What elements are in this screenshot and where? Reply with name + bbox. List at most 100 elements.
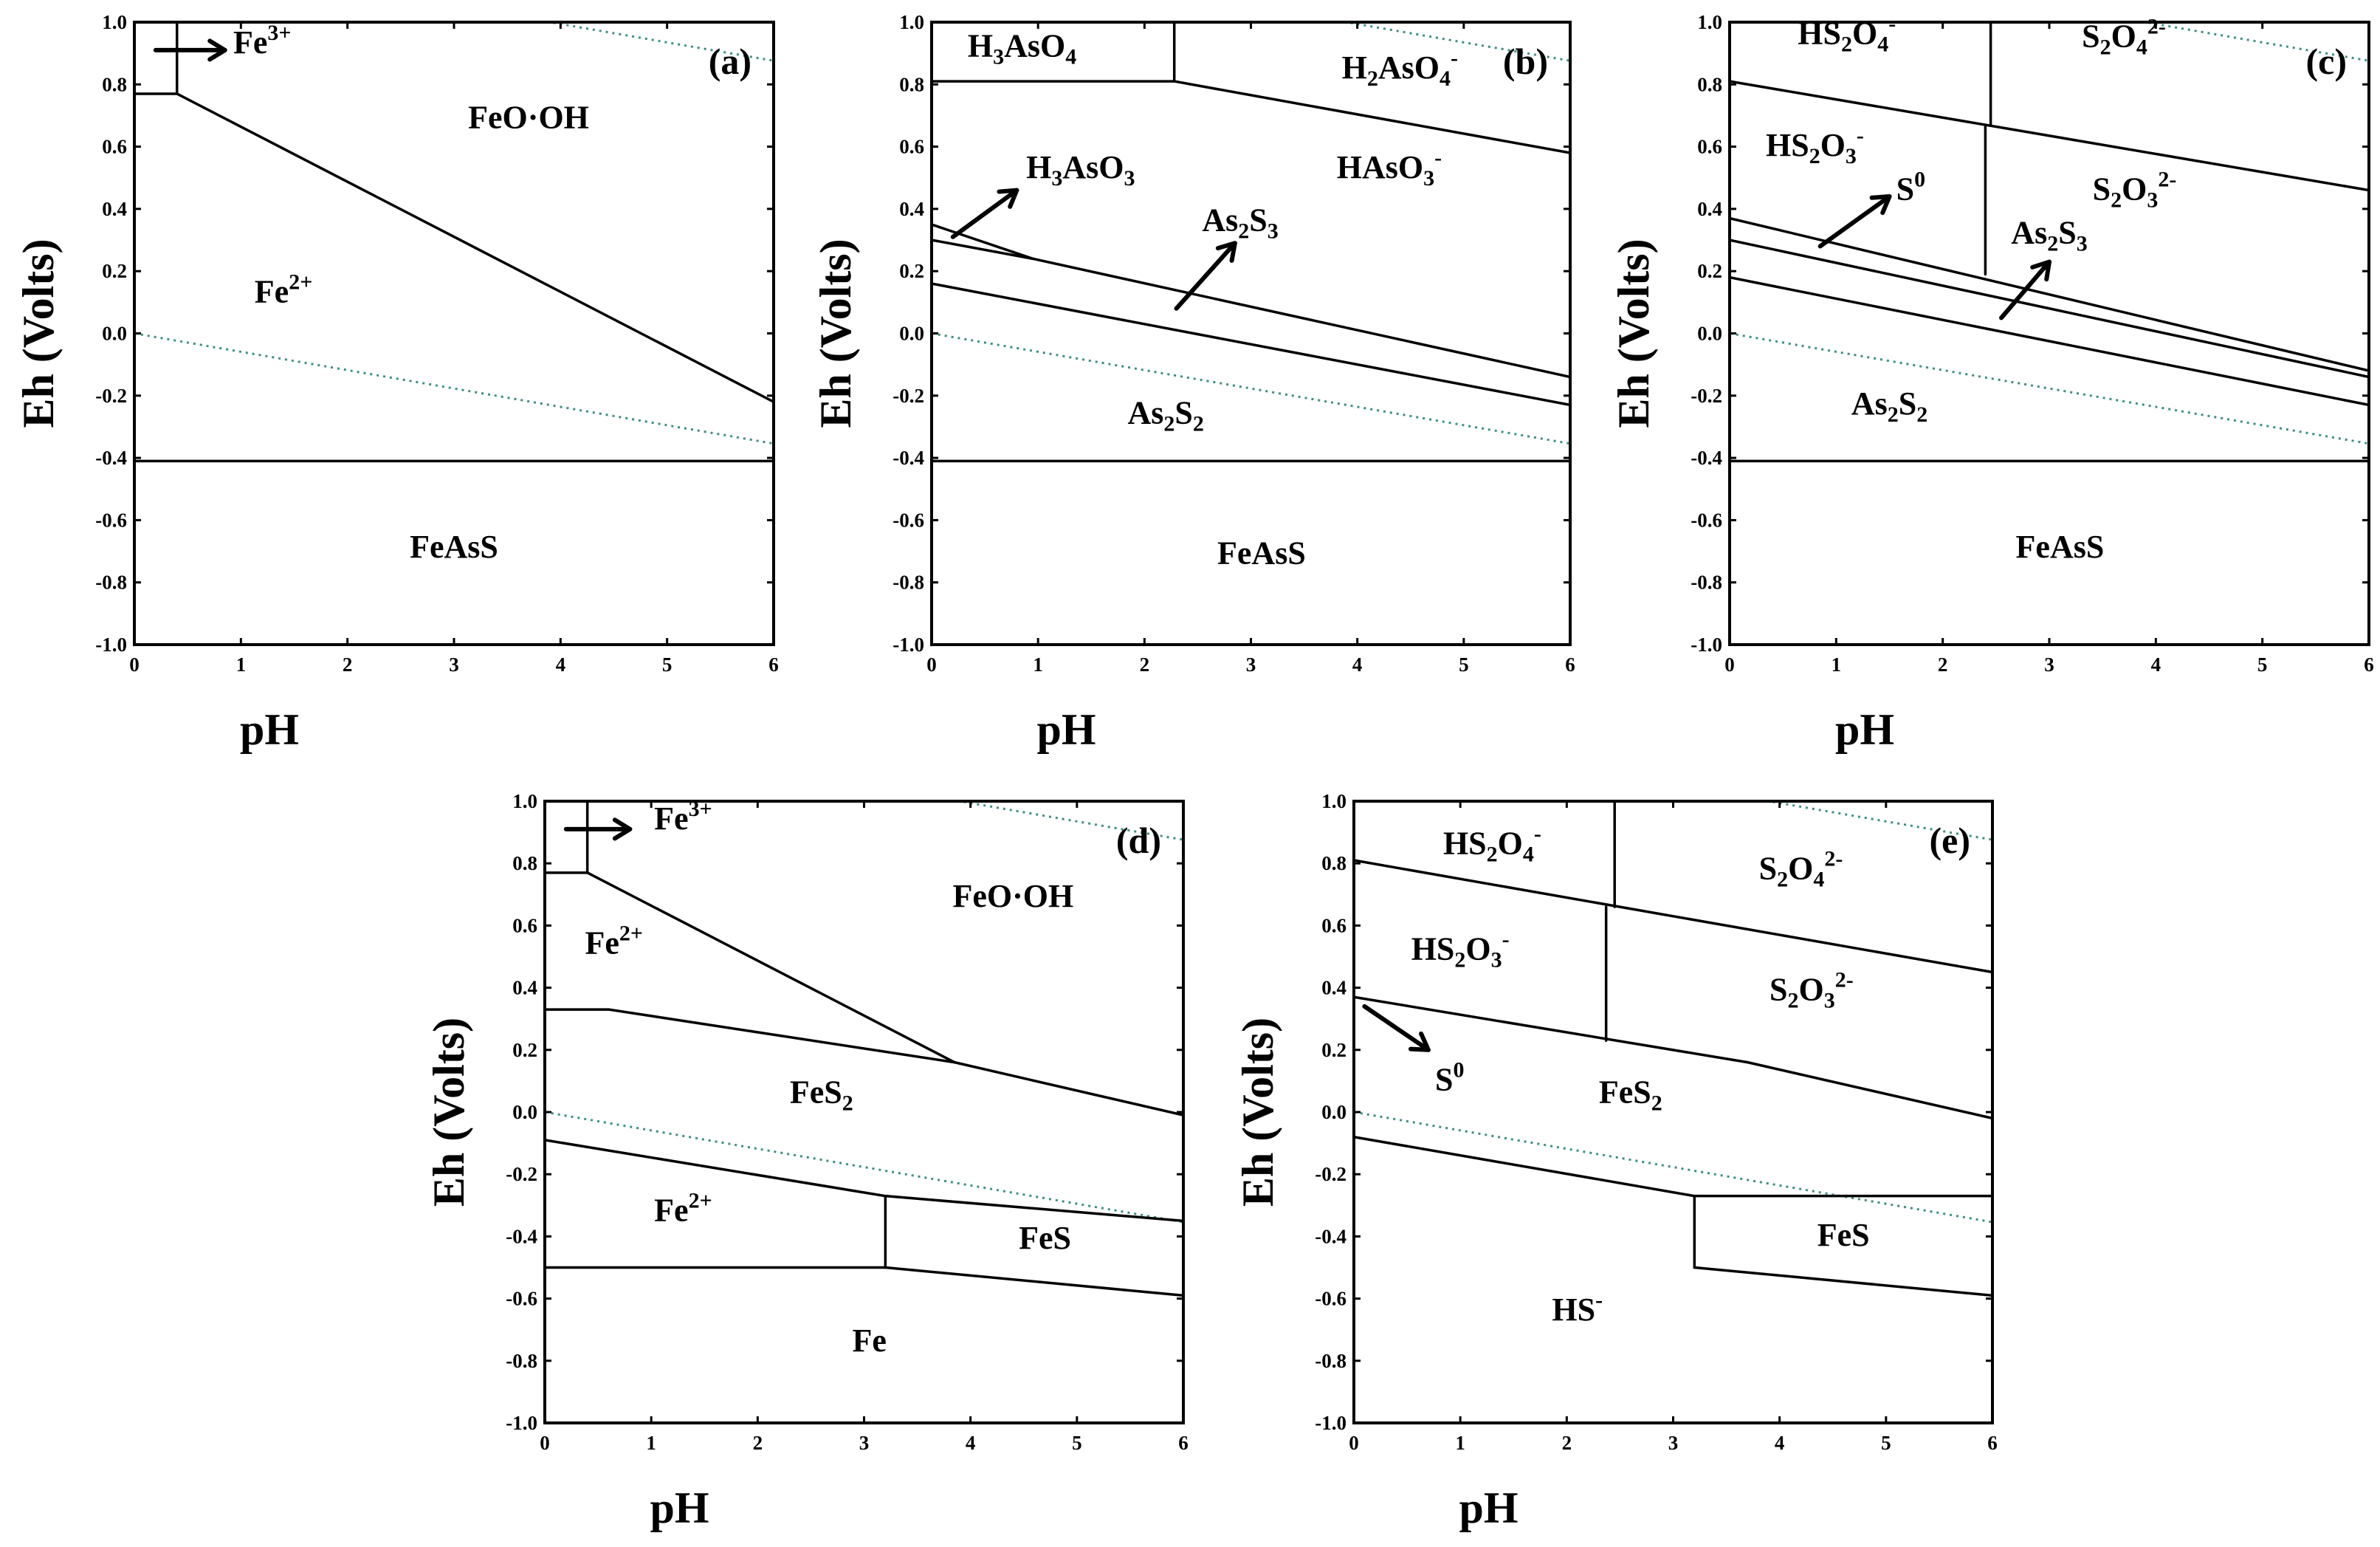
phase-boundary [1730,80,2369,192]
formula-superscript: - [1595,1288,1603,1312]
phase-boundary [1354,1135,1696,1198]
formula-part: O [1498,826,1523,862]
formula-part: S [1769,971,1787,1007]
arrow-head [207,38,227,62]
y-tick-label: 0.8 [102,73,127,95]
formula-subscript: 2 [1916,402,1927,427]
y-tick-label: 0.0 [512,1101,537,1123]
formula-superscript: - [1451,46,1458,70]
x-tick-label: 5 [2257,654,2268,676]
formula-part: HS [1411,931,1455,967]
formula-subscript: 4 [2136,35,2147,60]
y-tick-label: -0.4 [1315,1225,1347,1247]
formula-subscript: 4 [1877,32,1888,57]
region-label: As2S3 [2011,214,2087,255]
region-label: Fe [853,1323,887,1359]
formula-subscript: 4 [1065,44,1076,69]
y-tick-label: 0.0 [1321,1101,1347,1123]
formula-subscript: 3 [993,44,1004,69]
x-tick-label: 6 [768,654,779,676]
region-label: FeO·OH [468,99,589,135]
phase-boundary [884,1266,1183,1297]
formula-part: HS [1766,127,1809,163]
x-axis-label: pH [1835,705,1894,754]
formula-subscript: 2 [1841,32,1852,57]
formula-part: O [2122,171,2147,207]
formula-part: Fe [853,1323,887,1359]
formula-part: H [1026,149,1051,185]
x-tick-label: 1 [236,654,247,676]
y-tick-label: -0.6 [1315,1288,1347,1310]
phase-boundary [1730,216,2369,372]
panel-label: (c) [2306,41,2348,82]
formula-part: Fe [585,925,619,961]
y-tick-label: -0.6 [506,1288,537,1310]
formula-subscript: 2 [1651,1091,1662,1115]
region-label: Fe3+ [233,21,292,61]
y-tick-label: 0.2 [1697,260,1722,282]
y-axis-label: Eh (Volts) [14,239,63,428]
region-label: S2O32- [1769,967,1854,1012]
y-tick-label: 0.2 [102,260,127,282]
y-tick-label: 0.8 [1321,852,1347,874]
x-axis-label: pH [1459,1483,1518,1532]
formula-subscript: 4 [1813,867,1824,891]
x-tick-label: 2 [1562,1432,1572,1454]
plot-area [1730,22,2369,463]
x-tick-label: 4 [1775,1432,1785,1454]
water-stability-line [1762,801,1992,841]
x-axis-label: pH [650,1483,709,1532]
x-tick-label: 5 [1459,654,1469,676]
x-tick-label: 2 [343,654,353,676]
phase-boundary [953,1060,1183,1116]
region-label: HS2O3- [1411,927,1510,973]
panel-b: 1.0 0.8 0.6 0.4 0.2 0.0 -0.2 -0.4 -0.6 -0.8 -1.00 1… [811,11,1575,754]
y-tick-label: 0.4 [102,198,127,220]
y-tick-label: -0.4 [95,447,127,469]
x-tick-label: 0 [1349,1432,1359,1454]
x-tick-label: 6 [2364,654,2374,676]
y-tick-label: -0.2 [1315,1163,1347,1185]
x-tick-label: 3 [1246,654,1256,676]
formula-part: FeAsS [1217,535,1306,571]
y-tick-label: 0.4 [1321,977,1347,999]
formula-subscript: 3 [1846,144,1857,168]
x-tick-label: 5 [662,654,673,676]
phase-boundary [932,239,1034,261]
formula-part: S [1174,395,1192,431]
x-tick-label: 0 [1724,654,1735,676]
formula-superscript: - [1857,123,1864,148]
formula-subscript: 2 [1888,402,1899,427]
plot-frame [1352,800,1994,1424]
plot-area [1354,801,1992,1297]
x-tick-label: 4 [966,1432,976,1454]
formula-subscript: 3 [1051,166,1062,191]
y-tick-label: 0.2 [512,1039,537,1061]
y-tick-label: -0.8 [95,572,127,594]
arrow-line [1174,241,1237,311]
y-tick-label: 0.4 [1697,198,1722,220]
formula-part: FeAsS [2016,529,2105,565]
formula-subscript: 2 [1788,988,1799,1012]
phase-boundary [932,223,1034,261]
x-axis-label: pH [1036,705,1096,754]
region-label: H3AsO4 [968,27,1076,69]
region-label: FeS2 [790,1074,853,1115]
x-tick-label: 3 [449,654,459,676]
y-axis-label: Eh (Volts) [424,1018,473,1207]
x-tick-label: 0 [129,654,140,676]
region-label: Fe2+ [654,1188,712,1228]
panel-label: (a) [709,41,752,82]
arrow-head [2030,259,2051,282]
formula-part: S [1249,202,1267,238]
formula-subscript: 2 [1487,843,1498,867]
formula-superscript: - [1534,822,1541,846]
y-tick-label: 0.0 [899,323,924,345]
y-tick-label: -0.6 [1691,509,1722,531]
formula-subscript: 2 [1238,219,1249,243]
arrow-head [997,188,1019,209]
formula-superscript: 3+ [267,21,291,45]
region-label: FeAsS [2016,529,2105,565]
y-axis-label: Eh (Volts) [1609,239,1658,428]
